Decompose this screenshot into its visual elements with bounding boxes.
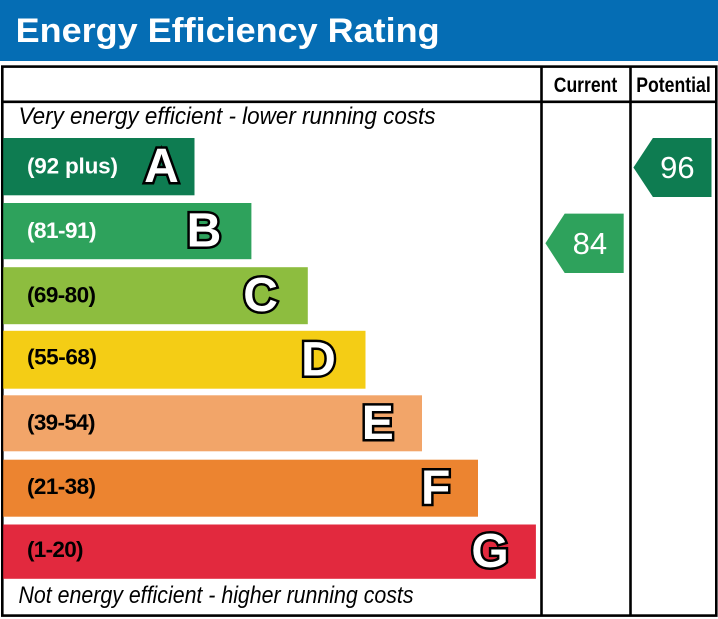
svg-text:96: 96 xyxy=(660,150,694,185)
svg-text:(1-20): (1-20) xyxy=(27,537,84,562)
svg-text:Energy Efficiency Rating: Energy Efficiency Rating xyxy=(16,12,440,50)
svg-text:(55-68): (55-68) xyxy=(27,345,97,370)
svg-text:(21-38): (21-38) xyxy=(27,474,96,499)
svg-text:E: E xyxy=(362,397,394,450)
svg-text:F: F xyxy=(421,462,450,515)
svg-text:B: B xyxy=(187,205,222,258)
svg-text:(81-91): (81-91) xyxy=(27,218,97,243)
svg-text:(69-80): (69-80) xyxy=(27,283,96,308)
svg-text:84: 84 xyxy=(573,226,607,261)
svg-text:Potential: Potential xyxy=(636,74,711,97)
svg-text:Very energy efficient - lower: Very energy efficient - lower running co… xyxy=(19,103,436,130)
svg-text:C: C xyxy=(243,269,278,322)
svg-text:D: D xyxy=(301,333,336,386)
svg-text:(39-54): (39-54) xyxy=(27,410,96,435)
svg-text:(92 plus): (92 plus) xyxy=(27,154,118,179)
svg-text:G: G xyxy=(471,525,508,578)
svg-text:Current: Current xyxy=(554,74,618,97)
svg-text:Not energy efficient - higher: Not energy efficient - higher running co… xyxy=(19,582,414,609)
svg-text:A: A xyxy=(144,140,179,193)
